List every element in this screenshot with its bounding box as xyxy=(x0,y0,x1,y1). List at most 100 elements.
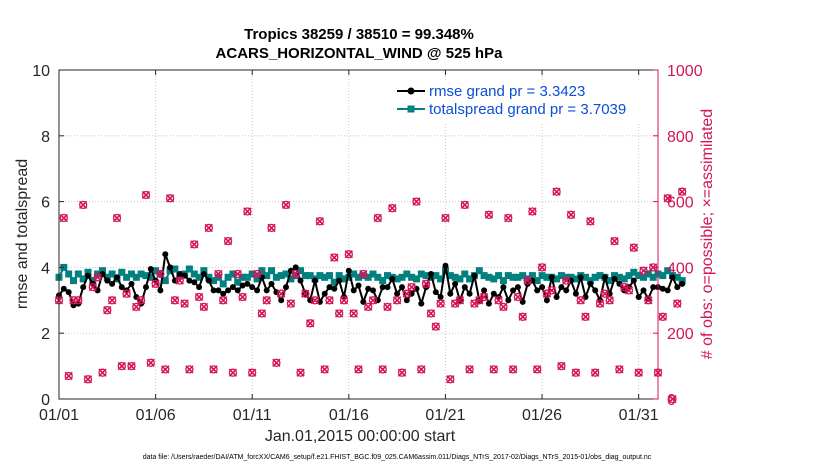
obs-assimilated-marker xyxy=(620,282,629,292)
obs-point xyxy=(272,358,281,367)
totalspread-point xyxy=(89,277,97,285)
x-tick-label: 01/31 xyxy=(619,407,659,424)
obs-assimilated-marker xyxy=(262,296,271,305)
totalspread-point xyxy=(664,267,672,275)
obs-possible-marker xyxy=(678,187,687,196)
obs-possible-marker xyxy=(557,361,566,371)
rmse-point xyxy=(452,280,459,287)
obs-point xyxy=(301,289,310,298)
obs-assimilated-marker xyxy=(248,368,257,377)
totalspread-point xyxy=(466,275,474,283)
obs-point xyxy=(557,361,566,371)
obs-assimilated-marker xyxy=(402,289,411,298)
totalspread-point xyxy=(673,273,681,281)
obs-assimilated-marker xyxy=(600,289,610,298)
obs-possible-marker xyxy=(508,365,518,374)
rmse-point xyxy=(572,290,579,297)
y-tick-label: 8 xyxy=(41,129,50,146)
y-right-tick-label: 0 xyxy=(667,392,676,409)
rmse-point xyxy=(114,274,120,281)
obs-point xyxy=(392,296,402,305)
rmse-point xyxy=(200,271,207,277)
obs-point xyxy=(165,194,175,203)
obs-point xyxy=(170,296,180,305)
totalspread-point xyxy=(369,270,377,278)
rmse-point xyxy=(196,284,203,291)
rmse-point xyxy=(162,251,169,258)
totalspread-point xyxy=(99,267,106,275)
obs-point xyxy=(83,375,93,384)
obs-possible-marker xyxy=(373,213,382,223)
obs-possible-marker xyxy=(238,292,247,302)
obs-assimilated-marker xyxy=(595,299,605,308)
rmse-point xyxy=(399,284,405,291)
totalspread-point xyxy=(413,275,420,283)
obs-assimilated-marker xyxy=(161,365,170,374)
obs-assimilated-marker xyxy=(417,365,426,374)
obs-assimilated-marker xyxy=(325,296,334,305)
obs-point xyxy=(190,240,199,249)
obs-assimilated-marker xyxy=(281,200,291,210)
obs-point xyxy=(359,269,368,279)
obs-assimilated-marker xyxy=(277,289,286,298)
rmse-point xyxy=(577,274,584,281)
obs-possible-marker xyxy=(513,292,523,302)
obs-assimilated-marker xyxy=(383,302,392,312)
obs-assimilated-marker xyxy=(190,240,199,249)
obs-assimilated-marker xyxy=(199,302,209,312)
obs-point xyxy=(591,368,600,377)
obs-point xyxy=(465,365,474,374)
totalspread-point xyxy=(166,267,174,275)
obs-point xyxy=(330,253,339,262)
rmse-point xyxy=(481,287,488,294)
obs-assimilated-marker xyxy=(209,365,218,374)
obs-point xyxy=(151,279,160,289)
obs-possible-marker xyxy=(98,368,107,377)
obs-point xyxy=(122,289,131,298)
y-tick-label: 4 xyxy=(41,260,50,277)
totalspread-point xyxy=(118,268,126,276)
obs-assimilated-marker xyxy=(59,213,68,223)
totalspread-point xyxy=(326,272,333,280)
obs-possible-marker xyxy=(392,296,402,305)
obs-point xyxy=(354,365,363,374)
rmse-point xyxy=(664,287,671,294)
obs-possible-marker xyxy=(673,299,682,308)
rmse-point xyxy=(437,294,444,300)
obs-point xyxy=(252,269,262,279)
x-tick-label: 01/11 xyxy=(233,407,272,424)
rmse-point xyxy=(220,290,227,297)
obs-assimilated-marker xyxy=(591,368,600,377)
obs-possible-marker xyxy=(146,358,155,367)
totalspread-point xyxy=(316,272,324,280)
obs-assimilated-marker xyxy=(610,236,619,246)
obs-assimilated-marker xyxy=(291,269,300,279)
rmse-point xyxy=(669,274,676,281)
obs-possible-marker xyxy=(658,312,667,321)
obs-assimilated-marker xyxy=(64,371,73,381)
obs-assimilated-marker xyxy=(219,296,228,305)
rmse-point xyxy=(143,284,149,291)
obs-point xyxy=(417,365,426,374)
rmse-point xyxy=(379,284,386,291)
rmse-point xyxy=(234,287,241,294)
totalspread-point xyxy=(268,267,275,275)
obs-assimilated-marker xyxy=(132,302,141,312)
obs-possible-marker xyxy=(301,289,310,298)
totalspread-point xyxy=(379,277,387,285)
obs-point xyxy=(286,299,296,308)
totalspread-point xyxy=(364,273,372,281)
obs-point xyxy=(238,292,247,302)
totalspread-point xyxy=(514,273,522,281)
totalspread-point xyxy=(234,278,242,286)
obs-assimilated-marker xyxy=(615,365,624,374)
obs-possible-marker xyxy=(591,368,600,377)
rmse-point xyxy=(548,274,555,281)
obs-point xyxy=(426,309,436,318)
rmse-point xyxy=(611,275,618,282)
totalspread-point xyxy=(509,273,517,281)
obs-possible-marker xyxy=(107,296,117,305)
totalspread-point xyxy=(456,275,464,283)
obs-assimilated-marker xyxy=(156,269,165,279)
obs-possible-marker xyxy=(634,368,643,377)
